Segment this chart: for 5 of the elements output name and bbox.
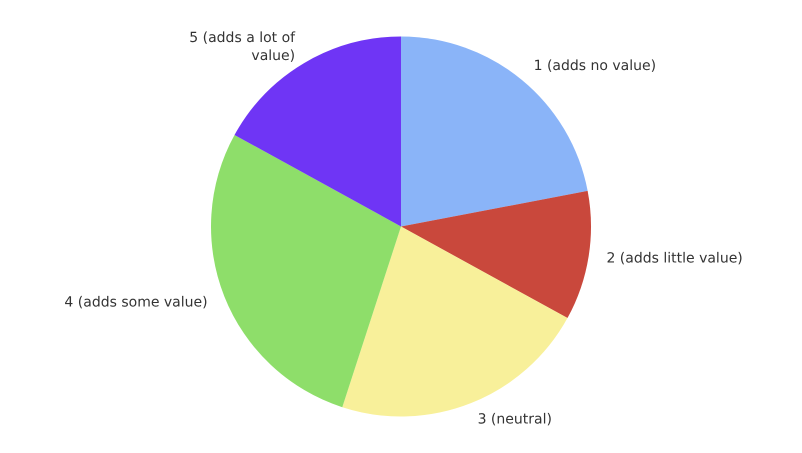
slice-label: 2 (adds little value)	[606, 250, 743, 267]
slice-label: 5 (adds a lot of value)	[189, 30, 296, 64]
slice-label: 4 (adds some value)	[64, 294, 208, 311]
slice-label: 3 (neutral)	[478, 412, 552, 428]
slice-label: 1 (adds no value)	[534, 58, 656, 74]
